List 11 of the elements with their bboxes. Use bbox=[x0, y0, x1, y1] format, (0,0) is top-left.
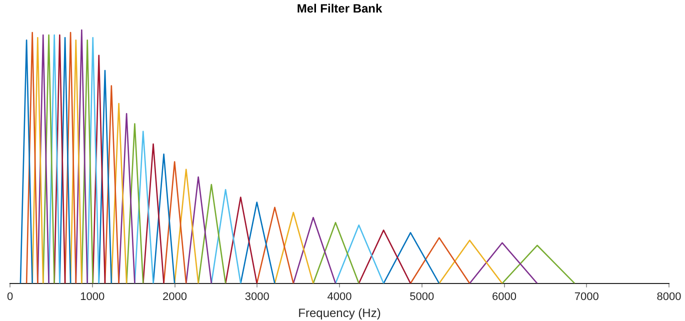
x-tick-label: 6000 bbox=[492, 291, 516, 304]
x-tick-label: 1000 bbox=[80, 291, 105, 304]
x-tick-label: 2000 bbox=[162, 291, 187, 304]
x-tick-label: 8000 bbox=[656, 291, 682, 304]
x-tick-label: 7000 bbox=[574, 291, 599, 304]
x-tick-label: 3000 bbox=[244, 291, 270, 304]
x-tick-label: 4000 bbox=[327, 291, 352, 304]
chart-title: Mel Filter Bank bbox=[296, 2, 382, 16]
x-axis-title: Frequency (Hz) bbox=[298, 306, 381, 320]
x-tick-label: 0 bbox=[6, 291, 14, 304]
x-tick-label: 5000 bbox=[410, 291, 434, 304]
